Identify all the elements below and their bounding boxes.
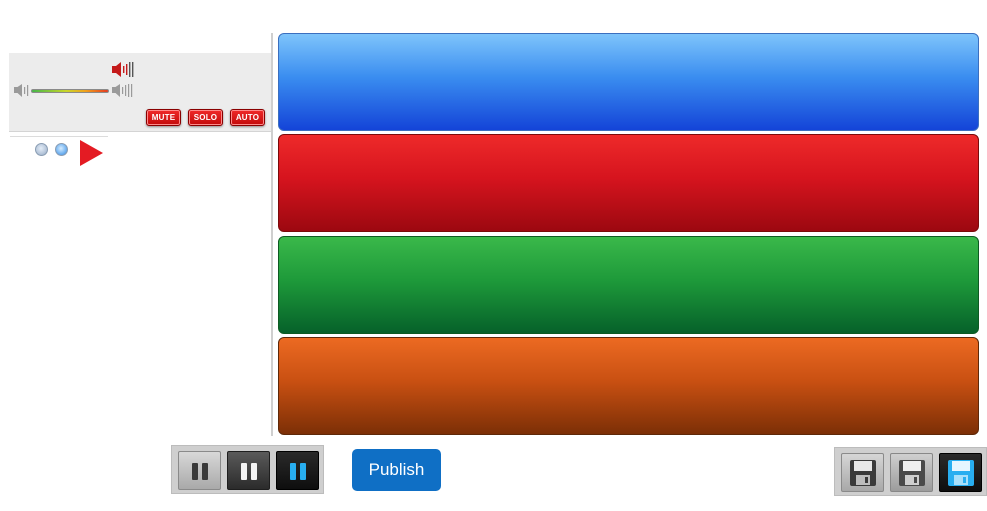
floppy-disk-icon[interactable]: [939, 453, 982, 492]
panel-divider: [271, 33, 273, 436]
radio-dot-2[interactable]: [55, 143, 68, 156]
pause-icon[interactable]: [178, 451, 221, 490]
mode-button-group: [171, 445, 324, 494]
volume-slider[interactable]: [31, 89, 109, 93]
floppy-disk-icon[interactable]: [890, 453, 933, 492]
lane-green[interactable]: [278, 236, 979, 334]
solo-button[interactable]: SOLO: [188, 109, 223, 126]
lane-orange[interactable]: [278, 337, 979, 435]
mute-button[interactable]: MUTE: [146, 109, 181, 126]
panel-separator: [10, 136, 108, 137]
play-icon[interactable]: [80, 140, 103, 166]
radio-dot-1[interactable]: [35, 143, 48, 156]
speaker-loud-icon[interactable]: [111, 61, 135, 78]
speaker-high-icon[interactable]: [111, 83, 135, 98]
lane-red[interactable]: [278, 134, 979, 232]
speaker-low-icon[interactable]: [13, 83, 31, 98]
floppy-disk-icon[interactable]: [841, 453, 884, 492]
pause-icon[interactable]: [276, 451, 319, 490]
lane-blue[interactable]: [278, 33, 979, 131]
auto-button[interactable]: AUTO: [230, 109, 265, 126]
pause-icon[interactable]: [227, 451, 270, 490]
publish-button[interactable]: Publish: [352, 449, 441, 491]
save-button-group: [834, 447, 987, 496]
